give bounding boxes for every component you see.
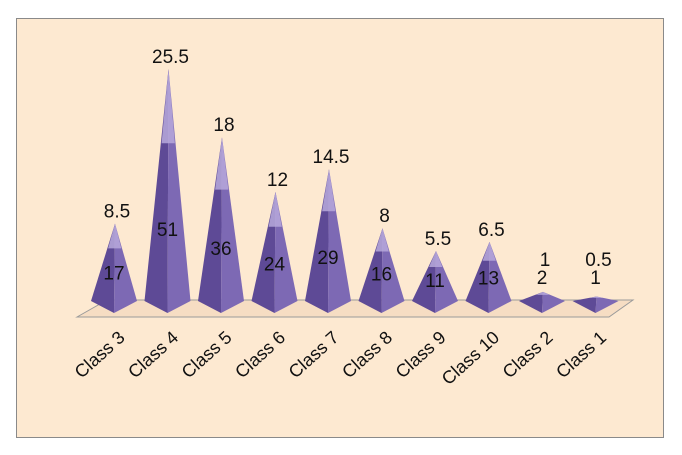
data-label: 2 <box>537 268 548 289</box>
data-label: 18 <box>213 115 234 136</box>
bar-class-2 <box>519 291 565 313</box>
bar-class-1 <box>572 296 619 313</box>
data-label: 16 <box>371 265 392 286</box>
bar-class-7 <box>305 169 351 313</box>
pyramid-right-face <box>542 291 565 313</box>
chart-area: 17 8.5 51 25.5 36 18 24 12 29 14.5 16 8 11 5.5 13 6.5 2 1… <box>16 18 664 438</box>
pyramid-tip-highlight <box>429 250 443 267</box>
pyramid-tip-highlight <box>536 291 550 295</box>
pyramid-left-face <box>198 137 222 313</box>
pyramid-tip-highlight <box>161 69 175 144</box>
x-tick-label: Class 8 <box>338 327 396 382</box>
bar-class-8 <box>358 228 405 313</box>
data-label: 25.5 <box>152 47 189 68</box>
x-tick-label: Class 5 <box>178 327 236 382</box>
data-label: 13 <box>478 268 499 289</box>
pyramid-chart: 178.55125.5361824122914.5168115.5136.521… <box>71 47 635 389</box>
pyramid-tip-highlight <box>375 228 389 252</box>
pyramid-left-face <box>572 296 597 313</box>
x-tick-label: Class 2 <box>499 327 557 382</box>
bar-class-9 <box>412 250 458 313</box>
x-tick-label: Class 6 <box>231 327 289 382</box>
pyramid-tip-highlight <box>589 296 603 298</box>
data-label: 1 <box>590 268 601 289</box>
data-label: 51 <box>157 220 178 241</box>
x-tick-label: Class 1 <box>552 327 610 382</box>
bars-layer <box>91 69 619 313</box>
data-label: 12 <box>267 170 288 191</box>
pyramid-tip-highlight <box>268 191 282 227</box>
data-label: 11 <box>425 271 445 292</box>
x-tick-label: Class 10 <box>438 327 503 389</box>
pyramid-left-face <box>519 291 543 313</box>
pyramid-left-face <box>251 191 276 313</box>
data-label: 5.5 <box>425 229 451 250</box>
pyramid-tip-highlight <box>108 223 122 249</box>
pyramid-tip-highlight <box>322 169 336 212</box>
x-tick-label: Class 7 <box>285 327 343 382</box>
data-label: 8 <box>379 206 390 227</box>
bar-class-4 <box>144 69 191 313</box>
data-label: 14.5 <box>313 147 350 168</box>
pyramid-right-face <box>595 296 619 313</box>
x-tick-label: Class 4 <box>124 327 182 382</box>
data-label: 29 <box>317 248 338 269</box>
bar-class-6 <box>251 191 298 313</box>
data-label: 1 <box>540 250 551 271</box>
bar-class-5 <box>198 137 244 313</box>
data-label: 0.5 <box>585 250 611 271</box>
pyramid-tip-highlight <box>215 137 229 190</box>
pyramid-left-face <box>305 169 329 313</box>
data-label: 24 <box>264 254 286 275</box>
labels-layer: 178.55125.5361824122914.5168115.5136.521… <box>103 47 611 292</box>
data-label: 36 <box>210 239 231 260</box>
data-label: 8.5 <box>104 202 130 223</box>
bar-class-3 <box>91 223 137 313</box>
pyramid-tip-highlight <box>482 241 496 261</box>
x-tick-label: Class 3 <box>71 327 129 382</box>
pyramid-left-face <box>144 69 169 313</box>
data-label: 17 <box>103 263 124 284</box>
bar-class-10 <box>465 241 512 313</box>
data-label: 6.5 <box>478 220 504 241</box>
